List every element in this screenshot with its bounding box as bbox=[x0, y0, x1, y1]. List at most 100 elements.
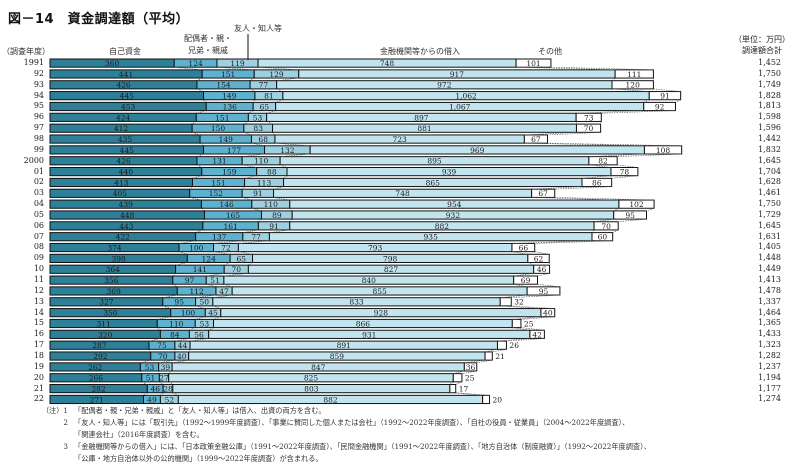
data-label-bank-loans: 972 bbox=[437, 81, 452, 90]
data-label-self-funds: 369 bbox=[106, 287, 121, 296]
data-label-other: 46 bbox=[537, 265, 547, 274]
connector-line bbox=[289, 208, 293, 212]
connector-line bbox=[484, 349, 498, 353]
data-label-family: 70 bbox=[158, 352, 168, 361]
unit-label: （単位：万円） 調達額合計 bbox=[734, 34, 790, 56]
bar-segment-other bbox=[449, 384, 457, 394]
note-3-cont: 「公庫・地方自治体以外の公的機関」（1999～2022年度調査）が含まれる。 bbox=[74, 454, 323, 463]
connector-line bbox=[188, 349, 191, 353]
connector-line bbox=[554, 186, 612, 190]
data-label-family: 124 bbox=[202, 254, 217, 263]
data-label-other: 70 bbox=[584, 124, 594, 133]
total-label: 1,628 bbox=[758, 177, 781, 187]
total-label: 1,323 bbox=[758, 340, 781, 350]
connector-line bbox=[196, 88, 204, 92]
total-label: 1,449 bbox=[758, 264, 781, 274]
connector-line bbox=[212, 305, 221, 309]
unit-text: （単位：万円） bbox=[734, 35, 790, 44]
chart-title: 図－14 資金調達額（平均） bbox=[8, 12, 190, 27]
data-label-bank-loans: 897 bbox=[414, 113, 429, 122]
total-label: 1,813 bbox=[758, 101, 781, 111]
data-label-family: 124 bbox=[188, 59, 203, 68]
data-label-bank-loans: 969 bbox=[470, 146, 485, 155]
year-label: 95 bbox=[33, 101, 44, 111]
connector-line bbox=[157, 316, 171, 320]
data-label-family: 110 bbox=[169, 319, 184, 328]
bar-segment-other bbox=[499, 297, 512, 307]
connector-line bbox=[461, 370, 477, 374]
data-label-bank-loans: 855 bbox=[372, 287, 387, 296]
year-label: 01 bbox=[33, 166, 44, 176]
connector-line bbox=[201, 208, 205, 212]
data-label-family: 75 bbox=[157, 341, 167, 350]
connector-line bbox=[202, 218, 205, 222]
connector-line bbox=[643, 99, 650, 103]
connector-line bbox=[476, 359, 493, 364]
total-label: 1,442 bbox=[758, 133, 781, 143]
year-label: 07 bbox=[33, 231, 44, 241]
data-label-friends: 45 bbox=[208, 309, 218, 318]
data-label-bank-loans: 723 bbox=[392, 135, 407, 144]
connector-line bbox=[251, 142, 265, 147]
connector-line bbox=[497, 338, 530, 342]
year-label: 97 bbox=[33, 123, 44, 133]
connector-line bbox=[455, 392, 490, 396]
data-label-friends: 28 bbox=[163, 385, 173, 394]
year-label: 98 bbox=[33, 133, 44, 143]
connector-line bbox=[251, 207, 262, 212]
data-label-family: 95 bbox=[174, 298, 184, 307]
data-label-bank-loans: 748 bbox=[380, 59, 395, 68]
total-label: 1,828 bbox=[758, 90, 781, 100]
bar-segment-other bbox=[581, 177, 613, 188]
year-label: 12 bbox=[33, 285, 44, 295]
connector-line bbox=[203, 99, 207, 103]
total-label: 1,645 bbox=[758, 220, 781, 230]
connector-line bbox=[223, 273, 249, 277]
connector-line bbox=[141, 381, 148, 385]
data-label-family: 146 bbox=[219, 200, 234, 209]
connector-line bbox=[199, 142, 204, 147]
data-label-friends: 91 bbox=[269, 222, 279, 231]
data-label-other: 92 bbox=[655, 102, 665, 111]
connector-line bbox=[206, 273, 225, 277]
connector-line bbox=[646, 207, 655, 212]
connector-line bbox=[208, 327, 214, 331]
data-label-family: 177 bbox=[227, 146, 242, 155]
data-label-self-funds: 413 bbox=[114, 178, 129, 187]
connector-line bbox=[524, 142, 645, 147]
bar-segment-other bbox=[523, 134, 548, 144]
year-label: 10 bbox=[33, 264, 44, 274]
connector-line bbox=[140, 370, 143, 374]
connector-line bbox=[148, 349, 151, 353]
data-label-bank-loans: 931 bbox=[362, 330, 376, 339]
data-label-bank-loans: 932 bbox=[446, 211, 461, 220]
connector-line bbox=[276, 77, 299, 81]
total-label: 1,337 bbox=[758, 296, 781, 306]
total-label: 1,461 bbox=[758, 188, 781, 198]
data-label-friends: 113 bbox=[257, 178, 272, 187]
total-label: 1,413 bbox=[758, 275, 781, 284]
data-label-self-funds: 412 bbox=[114, 124, 129, 133]
data-label-bank-loans: 748 bbox=[395, 189, 410, 198]
connector-line bbox=[172, 359, 189, 364]
year-label: 17 bbox=[33, 340, 44, 350]
data-label-other: 17 bbox=[459, 385, 469, 394]
year-label: 13 bbox=[33, 296, 44, 306]
connector-line bbox=[178, 240, 196, 244]
connector-line bbox=[511, 305, 555, 309]
data-label-other: 73 bbox=[584, 113, 594, 122]
data-label-friends: 119 bbox=[230, 59, 245, 68]
data-label-bank-loans: 798 bbox=[383, 254, 398, 263]
connector-line bbox=[158, 370, 160, 374]
year-label: 09 bbox=[33, 253, 44, 263]
connector-line bbox=[213, 251, 231, 255]
data-label-friends: 77 bbox=[259, 81, 269, 90]
total-label: 1,749 bbox=[758, 79, 781, 89]
connector-line bbox=[512, 316, 541, 320]
connector-line bbox=[455, 381, 463, 385]
note-1: （注）1 「配偶者・親・兄弟・親戚」と「友人・知人等」は借入、出資の両方を含む。 bbox=[41, 406, 326, 415]
data-label-self-funds: 327 bbox=[99, 298, 114, 307]
year-label: 15 bbox=[33, 318, 44, 328]
year-label: 08 bbox=[33, 242, 44, 252]
